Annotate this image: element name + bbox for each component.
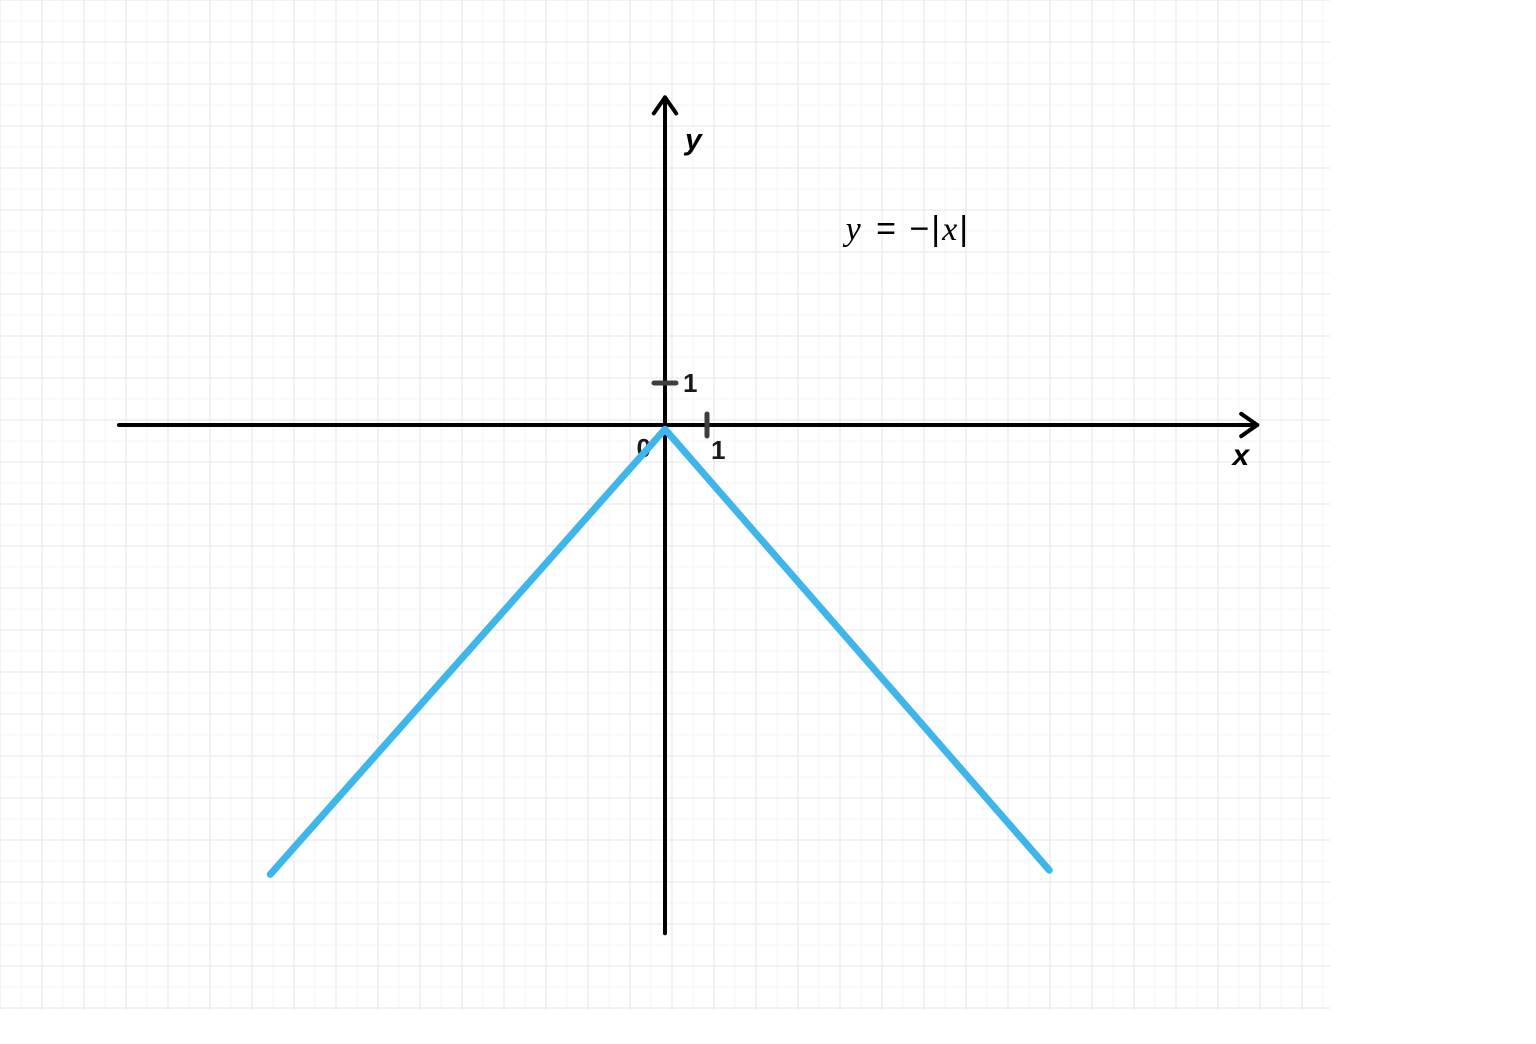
x-tick-label: 1 — [711, 435, 725, 465]
chart-svg: yx110y = −|x| — [0, 0, 1536, 1044]
y-axis-label: y — [683, 123, 703, 156]
x-axis-label: x — [1231, 439, 1251, 472]
series-neg_abs_x — [270, 429, 1049, 874]
axes: yx — [119, 97, 1257, 933]
chart-container: yx110y = −|x| — [0, 0, 1536, 1044]
y-tick-label: 1 — [683, 368, 697, 398]
series — [270, 429, 1049, 874]
